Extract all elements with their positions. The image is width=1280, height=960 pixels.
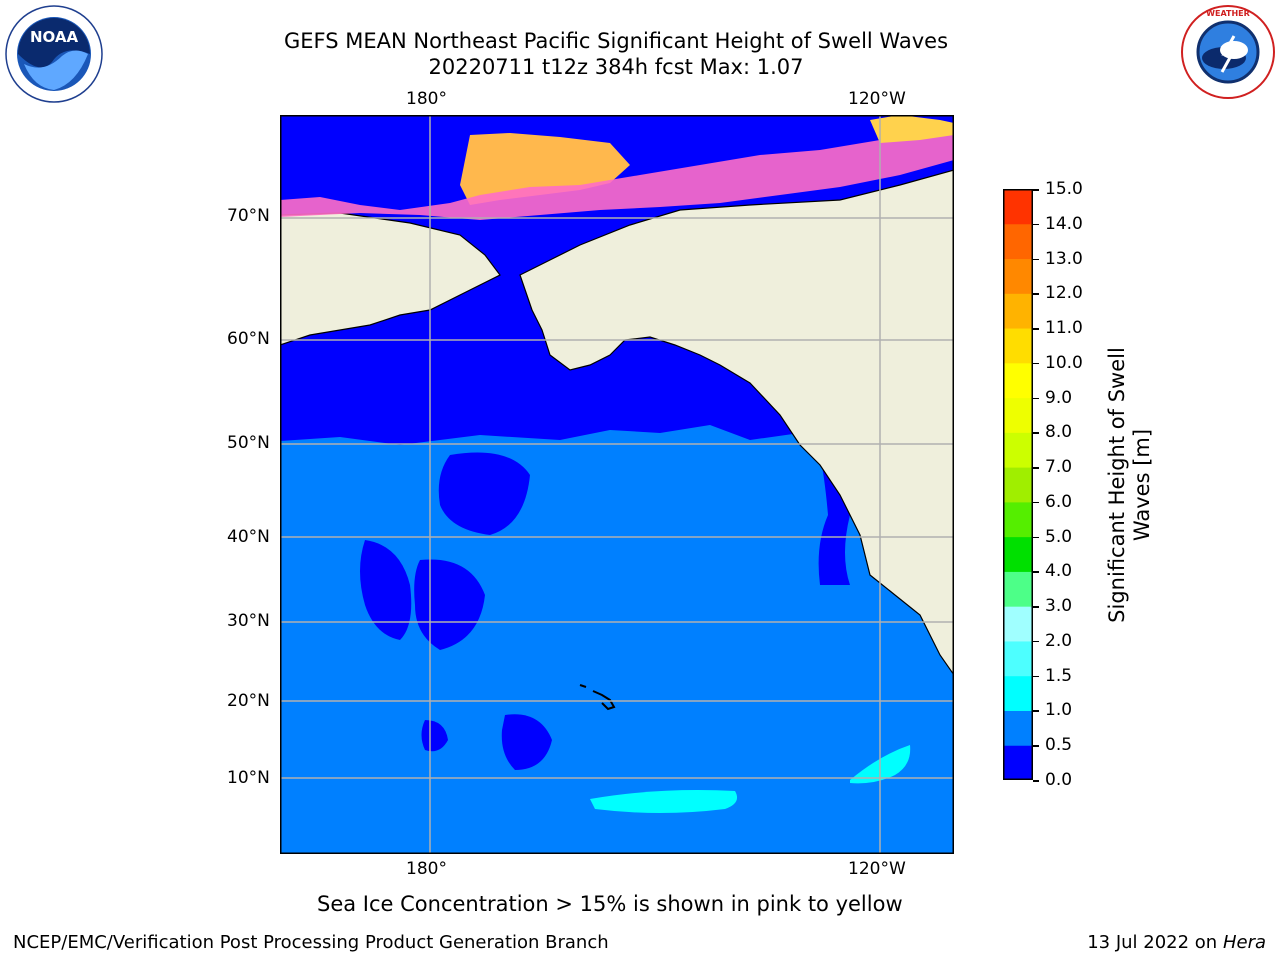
- land-north-america: [519, 169, 954, 677]
- hawaii-islands: [579, 684, 616, 711]
- lon-label-bottom-120w: 120°W: [848, 859, 906, 879]
- colorbar-tick-label: 15.0: [1045, 179, 1083, 199]
- colorbar-tick-label: 12.0: [1045, 283, 1083, 304]
- colorbar-tick-mark: [1033, 501, 1039, 504]
- colorbar-label-line2: Waves [m]: [1130, 428, 1154, 542]
- colorbar-tick-mark: [1033, 328, 1039, 330]
- lat-label-20n: 20°N: [227, 691, 270, 711]
- ocean-low-blob-1: [438, 452, 530, 535]
- colorbar-swatch: [1003, 328, 1033, 364]
- footer-date-text: 13 Jul 2022 on: [1087, 932, 1223, 953]
- colorbar-tick-label: 6.0: [1045, 491, 1073, 512]
- colorbar-swatch: [1003, 397, 1033, 433]
- colorbar-swatch: [1003, 571, 1033, 607]
- ocean-low-blob-2: [360, 540, 412, 640]
- colorbar-swatch: [1003, 536, 1033, 572]
- colorbar-tick-label: 8.0: [1045, 422, 1073, 443]
- lat-label-60n: 60°N: [227, 329, 270, 349]
- colorbar-tick-label: 4.0: [1045, 561, 1073, 582]
- nws-logo: WEATHER: [1178, 2, 1278, 102]
- colorbar-tick-label: 13.0: [1045, 248, 1083, 269]
- map-panel: [280, 115, 954, 854]
- colorbar-tick-mark: [1033, 710, 1039, 712]
- lon-label-bottom-180: 180°: [406, 859, 447, 879]
- colorbar-tick-label: 14.0: [1045, 213, 1083, 234]
- colorbar-tick-mark: [1033, 397, 1039, 400]
- colorbar-tick-mark: [1033, 258, 1039, 261]
- colorbar-tick-mark: [1033, 640, 1039, 643]
- map-title-line2: 20220711 t12z 384h fcst Max: 1.07: [428, 55, 804, 79]
- colorbar-tick-mark: [1033, 432, 1039, 434]
- colorbar-tick-label: 0.0: [1045, 770, 1073, 790]
- noaa-logo-text: NOAA: [30, 28, 79, 46]
- colorbar-tick-label: 9.0: [1045, 387, 1073, 408]
- colorbar-tick-label: 5.0: [1045, 526, 1073, 547]
- colorbar-label: Significant Height of Swell Waves [m]: [1105, 325, 1155, 645]
- colorbar-tick-mark: [1033, 362, 1039, 365]
- lat-label-40n: 40°N: [227, 527, 270, 547]
- colorbar-label-line1: Significant Height of Swell: [1105, 347, 1129, 623]
- colorbar-tick-mark: [1033, 189, 1039, 191]
- colorbar-tick-label: 7.0: [1045, 457, 1073, 478]
- colorbar-swatch: [1003, 501, 1033, 538]
- colorbar-swatch: [1003, 606, 1033, 642]
- colorbar-swatch: [1003, 640, 1033, 677]
- colorbar-tick-label: 1.5: [1045, 665, 1073, 686]
- graticule: [280, 115, 954, 854]
- lat-label-30n: 30°N: [227, 611, 270, 631]
- colorbar-tick-label: 3.0: [1045, 596, 1073, 617]
- noaa-logo: NOAA: [4, 4, 104, 104]
- colorbar-swatch: [1003, 258, 1033, 294]
- swell-cyan-south: [590, 790, 738, 813]
- colorbar-tick-mark: [1033, 223, 1039, 226]
- colorbar-tick-mark: [1033, 780, 1039, 782]
- colorbar-tick-label: 1.0: [1045, 700, 1073, 721]
- colorbar-swatch: [1003, 223, 1033, 260]
- lat-label-10n: 10°N: [227, 768, 270, 788]
- colorbar-swatch: [1003, 467, 1033, 503]
- colorbar-tick-mark: [1033, 467, 1039, 469]
- colorbar-ticks: 15.0 14.0 13.0 12.0 11.0 10.0 9.0 8.0 7.0 6.0 5.0 4…: [1033, 179, 1103, 790]
- footer-date: 13 Jul 2022 on Hera: [1087, 932, 1266, 954]
- colorbar-tick-mark: [1033, 536, 1039, 539]
- ocean-low-blob-3: [414, 559, 485, 650]
- ice-arctic-pink: [280, 127, 954, 220]
- colorbar-tick-mark: [1033, 745, 1039, 747]
- lat-label-50n: 50°N: [227, 433, 270, 453]
- footer-branch: NCEP/EMC/Verification Post Processing Pr…: [13, 932, 609, 953]
- land-siberia: [280, 212, 501, 346]
- colorbar-swatch: [1003, 675, 1033, 711]
- colorbar-tick-mark: [1033, 293, 1039, 295]
- colorbar-swatch: [1003, 293, 1033, 329]
- svg-text:WEATHER: WEATHER: [1206, 9, 1250, 18]
- footer-host: Hera: [1222, 932, 1266, 953]
- colorbar-tick-label: 0.5: [1045, 735, 1073, 756]
- colorbar: [1003, 189, 1033, 780]
- colorbar-tick-label: 11.0: [1045, 318, 1083, 339]
- lon-label-top-180: 180°: [406, 89, 447, 109]
- ice-arctic-yellow: [870, 115, 954, 143]
- colorbar-swatch: [1003, 432, 1033, 468]
- colorbar-tick-mark: [1033, 571, 1039, 573]
- colorbar-swatch: [1003, 710, 1033, 746]
- sea-ice-note: Sea Ice Concentration > 15% is shown in …: [317, 892, 903, 916]
- colorbar-swatch: [1003, 745, 1033, 780]
- map-title-line1: GEFS MEAN Northeast Pacific Significant …: [283, 29, 949, 53]
- ocean-low-blob-4: [501, 714, 552, 770]
- colorbar-tick-label: 10.0: [1045, 352, 1083, 373]
- lon-label-top-120w: 120°W: [848, 89, 906, 109]
- colorbar-tick-mark: [1033, 606, 1039, 608]
- lat-label-70n: 70°N: [227, 206, 270, 226]
- colorbar-swatch: [1003, 362, 1033, 399]
- colorbar-swatch: [1003, 189, 1033, 225]
- colorbar-tick-mark: [1033, 675, 1039, 678]
- ocean-low-blob-5: [421, 720, 448, 752]
- colorbar-tick-label: 2.0: [1045, 630, 1073, 651]
